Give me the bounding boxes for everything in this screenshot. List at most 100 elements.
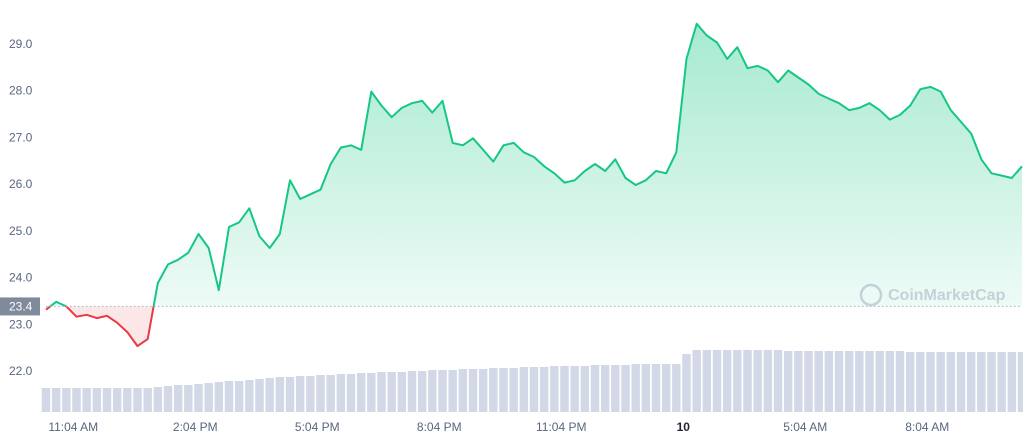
volume-bar (895, 351, 905, 412)
volume-bar (651, 364, 661, 412)
volume-bar (539, 367, 549, 412)
y-tick-label: 26.0 (9, 177, 33, 191)
volume-bar (743, 350, 752, 412)
volume-bar (417, 371, 427, 412)
y-tick-label: 27.0 (9, 130, 33, 144)
x-tick-label: 2:04 PM (173, 420, 218, 434)
volume-bar (844, 351, 854, 412)
volume-bar (905, 352, 915, 412)
volume-bar (682, 354, 691, 412)
x-tick-label: 10 (677, 420, 691, 434)
volume-bar (600, 365, 610, 412)
volume-bar (285, 377, 295, 412)
volume-bar (326, 375, 335, 412)
volume-bar (458, 369, 468, 412)
y-tick-label: 22.0 (9, 364, 33, 378)
baseline-label: 23.4 (9, 300, 33, 314)
volume-bar (153, 387, 163, 412)
volume-bar (112, 388, 122, 412)
volume-bar (997, 352, 1006, 412)
volume-bar (356, 373, 366, 412)
volume-bar (194, 384, 203, 412)
volume-bar (885, 351, 895, 412)
volume-bar (275, 377, 285, 412)
watermark-logo (859, 283, 883, 307)
volume-bar (367, 373, 376, 412)
volume-bar (661, 364, 671, 412)
volume-bar (265, 378, 274, 412)
volume-bar (712, 350, 722, 412)
volume-bar (143, 388, 152, 412)
volume-bar (631, 364, 640, 412)
area-below (46, 306, 1022, 347)
volume-bar (814, 351, 823, 412)
volume-bar (306, 376, 315, 412)
volume-bar (62, 388, 71, 412)
x-tick-label: 11:04 AM (48, 420, 98, 434)
volume-bar (855, 351, 864, 412)
volume-bar (478, 369, 488, 412)
volume-bar (407, 371, 417, 412)
volume-bar (611, 365, 620, 412)
volume-bar (123, 388, 132, 412)
y-tick-label: 25.0 (9, 224, 33, 238)
volume-bar (794, 351, 803, 412)
watermark: CoinMarketCap (859, 283, 1006, 307)
volume-bar (214, 382, 224, 412)
volume-bar (173, 385, 183, 412)
volume-bar (733, 350, 742, 412)
x-tick-label: 5:04 AM (783, 420, 827, 434)
volume-bar (499, 368, 508, 412)
volume-bar (184, 385, 193, 412)
volume-bar (245, 380, 254, 412)
volume-bar (519, 367, 529, 412)
volume-layer (41, 350, 1023, 412)
volume-bar (509, 368, 518, 412)
volume-bar (438, 370, 447, 412)
volume-bar (397, 372, 407, 412)
volume-bar (753, 350, 762, 412)
volume-bar (234, 381, 244, 412)
volume-bar (865, 351, 874, 412)
volume-bar (224, 381, 234, 412)
volume-bar (51, 388, 61, 412)
volume-bar (966, 352, 976, 412)
x-tick-label: 5:04 PM (295, 420, 340, 434)
volume-bar (987, 352, 996, 412)
volume-bar (570, 366, 579, 412)
volume-bar (773, 350, 783, 412)
volume-bar (722, 350, 732, 412)
volume-bar (977, 352, 986, 412)
volume-bar (1017, 352, 1023, 412)
volume-bar (529, 367, 539, 412)
x-tick-label: 11:04 PM (536, 420, 586, 434)
volume-bar (255, 379, 264, 412)
area-above (50, 23, 1022, 307)
volume-bar (672, 364, 681, 412)
volume-bar (834, 351, 844, 412)
baseline-badge (0, 297, 40, 316)
volume-bar (82, 388, 91, 412)
y-tick-label: 28.0 (9, 84, 33, 98)
volume-bar (102, 388, 112, 412)
volume-bar (72, 388, 81, 412)
volume-bar (428, 370, 437, 412)
volume-bar (295, 376, 305, 412)
x-tick-label: 8:04 AM (905, 420, 949, 434)
y-tick-label: 24.0 (9, 271, 33, 285)
volume-bar (916, 352, 925, 412)
volume-bar (336, 374, 346, 412)
volume-bar (92, 388, 102, 412)
volume-bar (550, 366, 559, 412)
volume-bar (875, 351, 884, 412)
volume-bar (133, 388, 142, 412)
volume-bar (41, 388, 51, 412)
volume-bar (468, 369, 478, 412)
volume-bar (926, 352, 935, 412)
area-layer (46, 23, 1022, 347)
x-tick-label: 8:04 PM (417, 420, 462, 434)
volume-bar (560, 366, 569, 412)
volume-bar (763, 350, 773, 412)
volume-bar (692, 350, 701, 412)
